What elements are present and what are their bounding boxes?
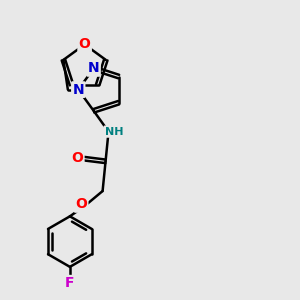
Text: N: N [73, 82, 84, 97]
Text: O: O [71, 152, 83, 165]
Text: F: F [65, 276, 75, 290]
Text: N: N [88, 61, 100, 75]
Text: O: O [79, 38, 91, 52]
Text: O: O [75, 197, 87, 212]
Text: NH: NH [105, 127, 123, 136]
